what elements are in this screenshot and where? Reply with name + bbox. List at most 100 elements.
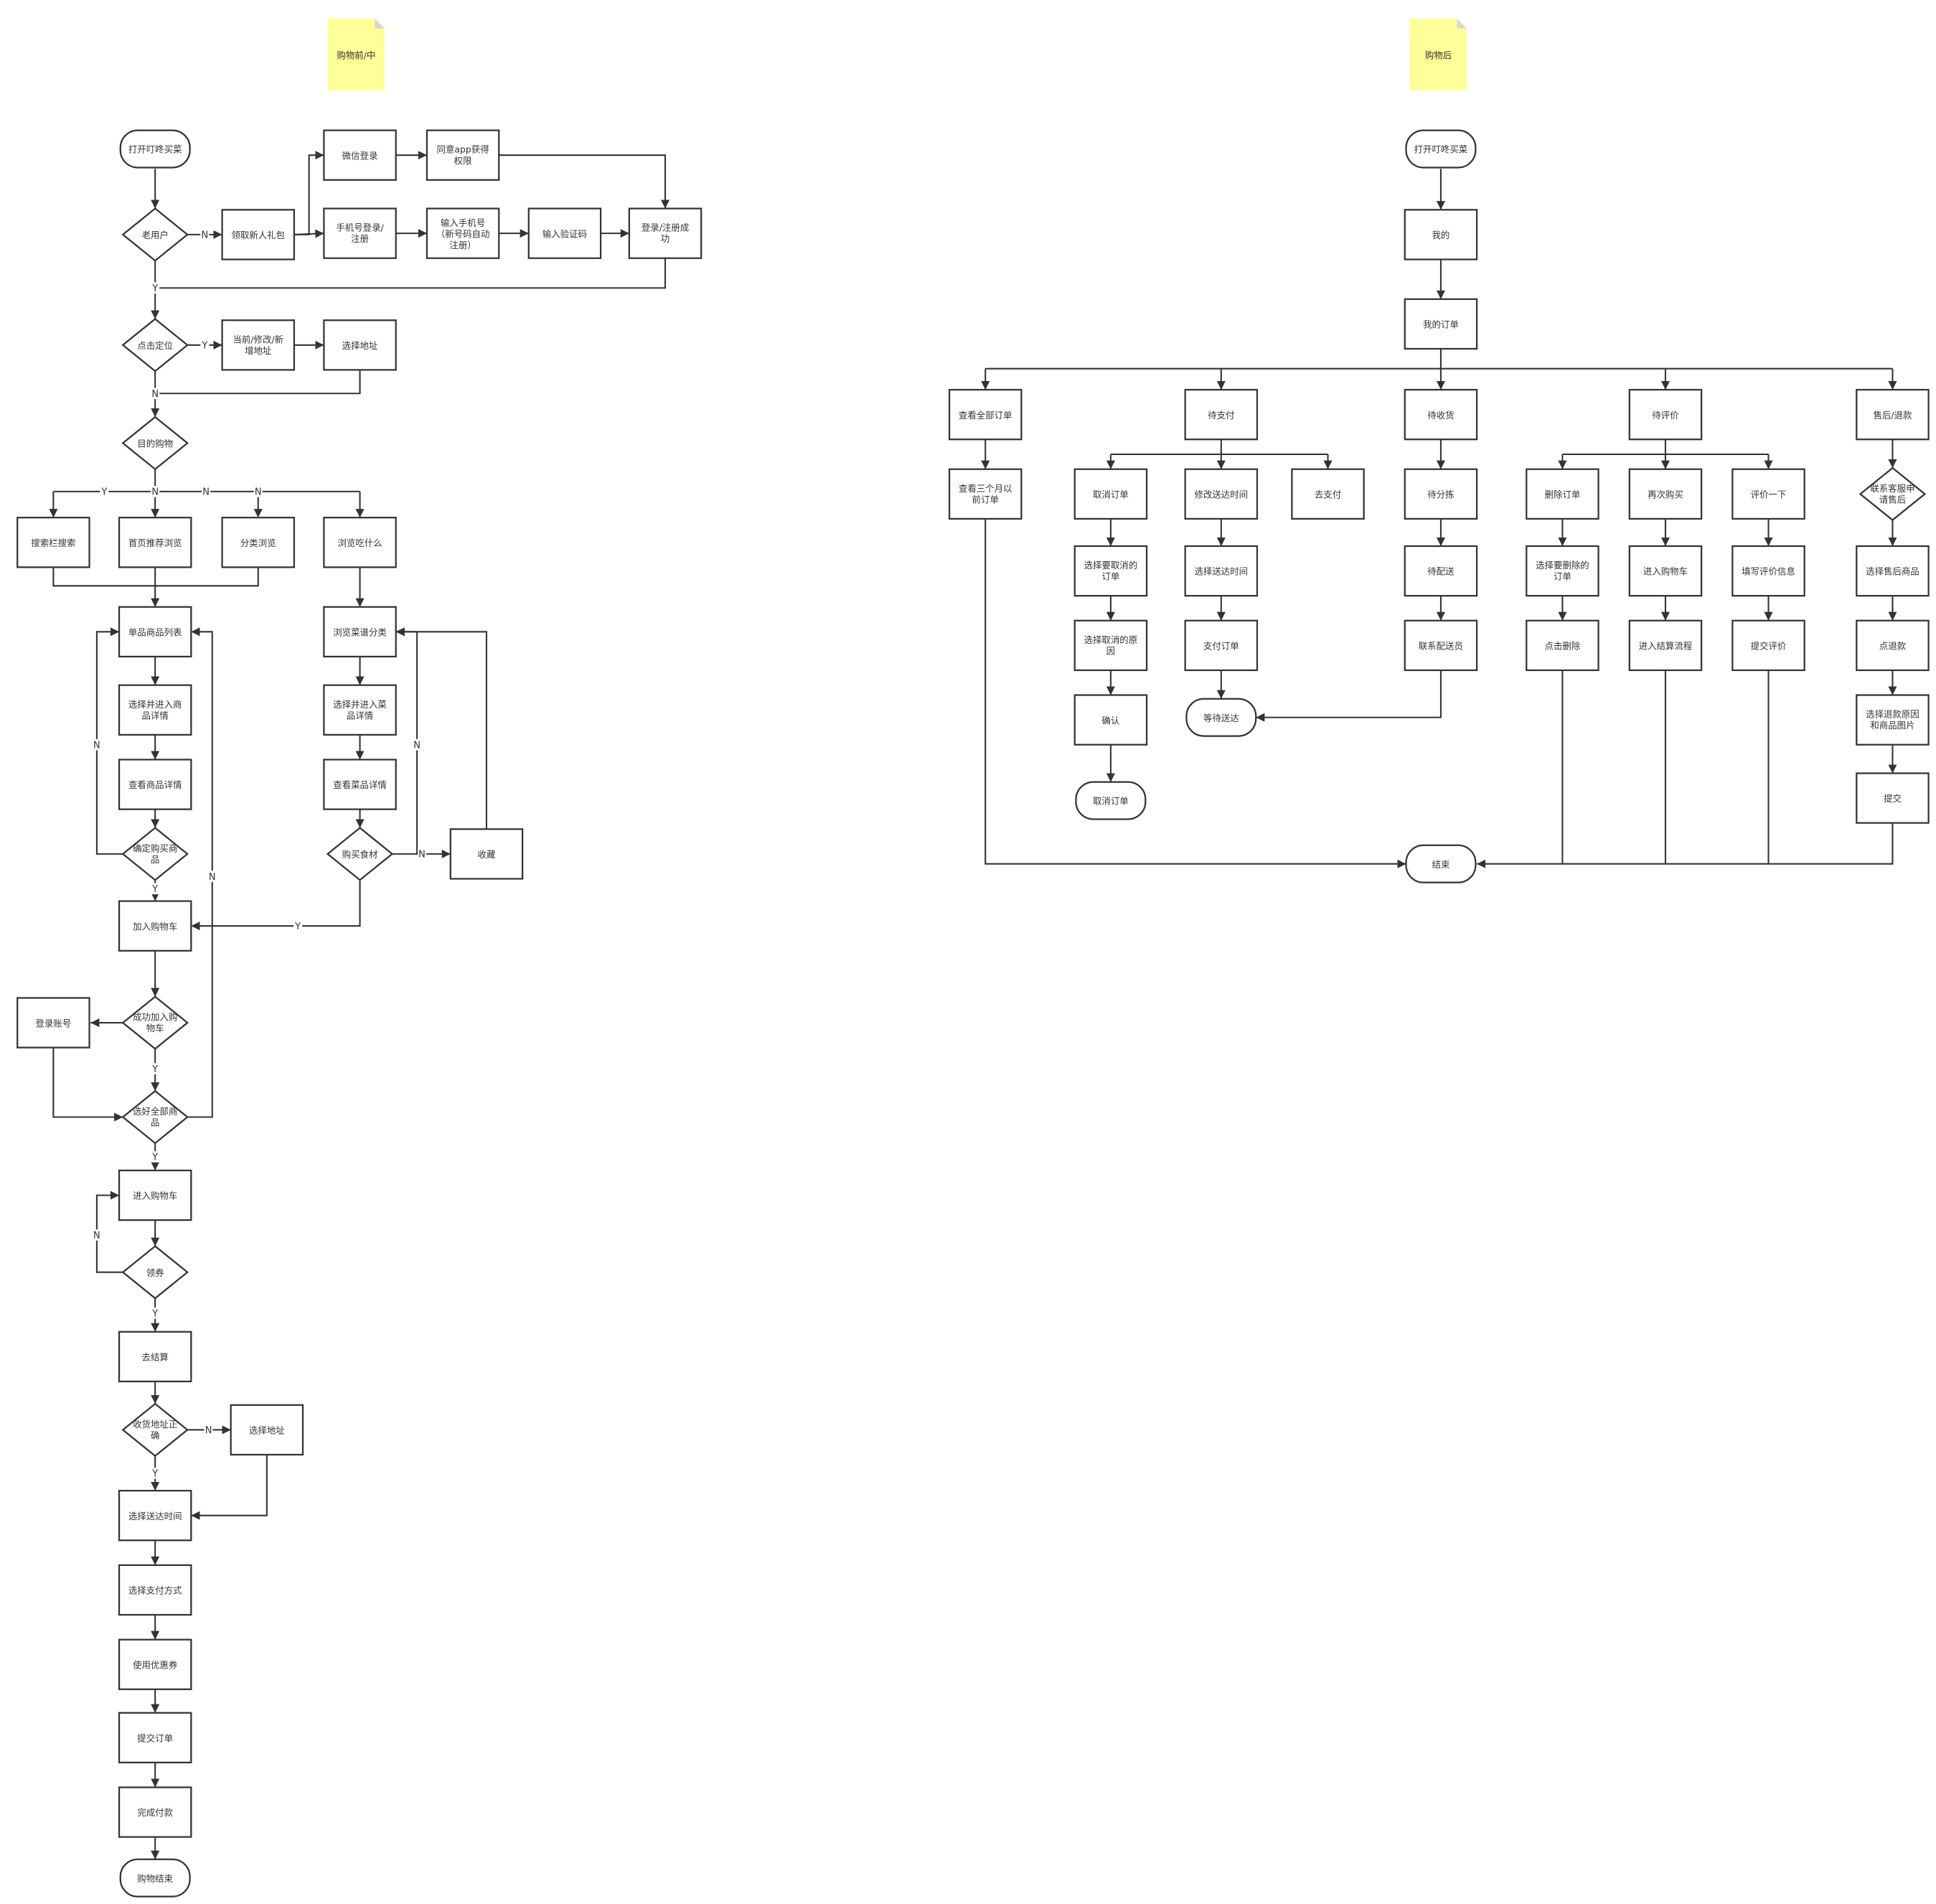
edge-label-yes: Y: [151, 1153, 158, 1163]
step-to-pay[interactable]: 待支付: [1184, 388, 1259, 441]
step-sorting[interactable]: 待分拣: [1404, 468, 1478, 520]
note-after[interactable]: 购物后: [1409, 18, 1467, 91]
node-label: 选择地址: [248, 1424, 285, 1436]
terminal-wait-delivery[interactable]: 等待送达: [1185, 698, 1257, 737]
edge-label-yes: Y: [151, 1064, 158, 1075]
node-label: 选择送达时间: [128, 1509, 182, 1521]
step-enter-cart[interactable]: 进入购物车: [118, 1169, 192, 1221]
decision-buy-ingr[interactable]: 购买食材: [326, 827, 394, 881]
step-change-time[interactable]: 修改送达时间: [1184, 468, 1259, 520]
step-mine[interactable]: 我的: [1404, 209, 1478, 261]
step-choose-item[interactable]: 选择并进入商 品详情: [118, 684, 192, 736]
step-enter-cart[interactable]: 进入购物车: [1628, 545, 1703, 597]
step-login-ok[interactable]: 登录/注册成 功: [628, 207, 702, 259]
step-new-gift[interactable]: 领取新人礼包: [221, 209, 296, 261]
step-home-rec[interactable]: 首页推荐浏览: [118, 517, 192, 568]
terminal-shop-end[interactable]: 购物结束: [119, 1858, 191, 1898]
decision-all-chosen[interactable]: 选好全部商 品: [121, 1089, 189, 1145]
step-checkout-flow[interactable]: 进入结算流程: [1628, 619, 1703, 672]
step-my-orders[interactable]: 我的订单: [1404, 298, 1478, 350]
node-label: 首页推荐浏览: [128, 536, 182, 548]
terminal-open-app[interactable]: 打开叮咚买菜: [119, 129, 191, 169]
step-cancel-reason[interactable]: 选择取消的原 因: [1073, 619, 1148, 672]
node-label: 待支付: [1208, 408, 1235, 421]
step-view-item[interactable]: 查看商品详情: [118, 759, 192, 810]
step-recipe-cat[interactable]: 浏览菜谱分类: [323, 606, 397, 658]
step-agree-perm[interactable]: 同意app获得 权限: [426, 129, 500, 181]
step-input-code[interactable]: 输入验证码: [527, 207, 602, 259]
step-view-dish[interactable]: 查看菜品详情: [323, 759, 397, 810]
step-to-receive[interactable]: 待收货: [1404, 388, 1478, 441]
step-review[interactable]: 评价一下: [1731, 468, 1805, 520]
decision-coupon[interactable]: 领券: [121, 1244, 189, 1300]
step-search-bar[interactable]: 搜索栏搜索: [17, 517, 90, 568]
connector-arrow: [293, 229, 324, 238]
step-to-review[interactable]: 待评价: [1628, 388, 1703, 441]
step-input-phone[interactable]: 输入手机号 （新号码自动 注册）: [426, 207, 500, 259]
connector-arrow: [155, 258, 667, 289]
decision-locate[interactable]: 点击定位: [121, 318, 189, 372]
step-choose-addr[interactable]: 选择地址: [323, 319, 397, 371]
step-pay-done[interactable]: 完成付款: [118, 1786, 192, 1838]
decision-goal-shop[interactable]: 目的购物: [121, 416, 189, 471]
step-choose-as-item[interactable]: 选择售后商品: [1856, 545, 1930, 597]
step-addr-edit[interactable]: 当前/修改/新 增地址: [221, 319, 296, 371]
note-before[interactable]: 购物前/中: [327, 18, 385, 91]
step-checkout[interactable]: 去结算: [118, 1331, 192, 1383]
step-all-orders[interactable]: 查看全部订单: [948, 388, 1023, 441]
step-wechat-login[interactable]: 微信登录: [323, 129, 397, 181]
decision-add-ok[interactable]: 成功加入购 物车: [121, 995, 189, 1050]
step-submit-order[interactable]: 提交订单: [118, 1712, 192, 1763]
step-use-coupon[interactable]: 使用优惠券: [118, 1638, 192, 1690]
step-refund[interactable]: 点退款: [1856, 619, 1930, 672]
step-choose-time[interactable]: 选择送达时间: [1184, 545, 1259, 597]
step-go-pay[interactable]: 去支付: [1291, 468, 1365, 520]
decision-addr-ok[interactable]: 收货地址正 确: [121, 1402, 189, 1458]
node-label: 我的订单: [1423, 318, 1459, 330]
step-add-cart[interactable]: 加入购物车: [118, 900, 192, 952]
step-confirm[interactable]: 确认: [1073, 694, 1148, 746]
edge-label-yes: Y: [151, 884, 158, 895]
step-delivery-time[interactable]: 选择送达时间: [118, 1489, 192, 1542]
step-pay-order[interactable]: 支付订单: [1184, 619, 1259, 672]
step-submit[interactable]: 提交: [1856, 772, 1930, 824]
edge-label-bg: [151, 1151, 160, 1163]
step-old-orders[interactable]: 查看三个月以 前订单: [948, 468, 1023, 520]
node-label: 登录账号: [35, 1017, 72, 1028]
decision-confirm-buy[interactable]: 确定购买商 品: [121, 827, 189, 881]
step-phone-login[interactable]: 手机号登录/ 注册: [323, 207, 397, 259]
edge-label-yes: Y: [100, 487, 107, 498]
step-refund-reason[interactable]: 选择退款原因 和商品图片: [1856, 694, 1930, 746]
step-submit-review[interactable]: 提交评价: [1731, 619, 1805, 672]
edge-label-bg: [151, 1468, 160, 1479]
node-label: 购买食材: [342, 848, 378, 860]
terminal-open-app[interactable]: 打开叮咚买菜: [1405, 129, 1477, 169]
step-choose-cancel[interactable]: 选择要取消的 订单: [1073, 545, 1148, 597]
step-fill-review[interactable]: 填写评价信息: [1731, 545, 1805, 597]
step-contact-courier[interactable]: 联系配送员: [1404, 619, 1478, 672]
terminal-end[interactable]: 结束: [1405, 844, 1477, 883]
step-pay-method[interactable]: 选择支付方式: [118, 1564, 192, 1616]
step-login-acct[interactable]: 登录账号: [17, 997, 90, 1049]
node-label: 加入购物车: [133, 920, 178, 932]
node-label: 取消订单: [1093, 488, 1129, 500]
step-rebuy[interactable]: 再次购买: [1628, 468, 1703, 520]
decision-old-user[interactable]: 老用户: [121, 207, 189, 262]
step-del-order[interactable]: 删除订单: [1526, 468, 1599, 520]
step-category[interactable]: 分类浏览: [221, 517, 296, 568]
step-click-del[interactable]: 点击删除: [1526, 619, 1599, 672]
step-to-deliver[interactable]: 待配送: [1404, 545, 1478, 597]
step-choose-del[interactable]: 选择要删除的 订单: [1526, 545, 1599, 597]
step-cancel-order[interactable]: 取消订单: [1073, 468, 1148, 520]
node-label: 输入手机号 （新号码自动 注册）: [436, 216, 490, 250]
edge-label-yes: Y: [201, 341, 207, 352]
step-choose-addr2[interactable]: 选择地址: [230, 1404, 304, 1456]
step-item-list[interactable]: 单品商品列表: [118, 606, 192, 658]
step-choose-dish[interactable]: 选择并进入菜 品详情: [323, 684, 397, 736]
edge-label-no: N: [93, 1231, 100, 1242]
terminal-cancel-done[interactable]: 取消订单: [1075, 781, 1147, 820]
step-after-sale[interactable]: 售后/退款: [1856, 388, 1930, 441]
step-what-eat[interactable]: 浏览吃什么: [323, 517, 397, 568]
step-favorite[interactable]: 收藏: [449, 828, 524, 880]
decision-contact-cs[interactable]: 联系客服申 请售后: [1859, 466, 1927, 522]
